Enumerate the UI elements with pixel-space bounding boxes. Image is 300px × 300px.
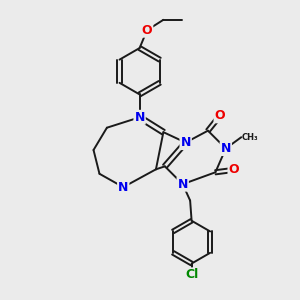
Text: O: O bbox=[214, 109, 225, 122]
Text: O: O bbox=[142, 24, 152, 37]
Text: O: O bbox=[229, 164, 239, 176]
Text: N: N bbox=[178, 178, 188, 191]
Text: N: N bbox=[118, 181, 128, 194]
Text: CH₃: CH₃ bbox=[242, 133, 259, 142]
Text: N: N bbox=[220, 142, 231, 155]
Text: Cl: Cl bbox=[185, 268, 198, 281]
Text: N: N bbox=[134, 111, 145, 124]
Text: N: N bbox=[181, 136, 191, 149]
